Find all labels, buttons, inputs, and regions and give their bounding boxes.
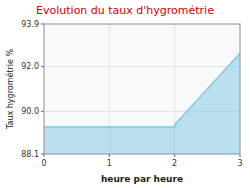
tick-label: 2 [172, 159, 177, 168]
title: Evolution du taux d'hygrométrie [36, 4, 214, 17]
tick-label: 0 [41, 159, 46, 168]
grid [44, 24, 240, 154]
axes: 88.1 90.0 92.0 93.9 0 1 2 3 [21, 20, 242, 169]
plot-background [44, 24, 240, 154]
y-axis-label: Taux hygrométrie % [5, 49, 15, 131]
grid-line [44, 66, 240, 67]
tick-label: 88.1 [21, 150, 39, 159]
data-layer [44, 53, 240, 154]
x-axis-label: heure par heure [101, 174, 183, 184]
area [44, 53, 240, 154]
chart: 88.1 90.0 92.0 93.9 0 1 2 3 Evolution du taux d'… [0, 0, 250, 188]
tick-label: 93.9 [21, 20, 39, 29]
tick-label: 90.0 [21, 107, 39, 116]
tick-label: 92.0 [21, 62, 39, 71]
tick-label: 1 [107, 159, 112, 168]
tick-label: 3 [237, 159, 242, 168]
plot-frame [44, 24, 240, 154]
line [44, 53, 240, 127]
